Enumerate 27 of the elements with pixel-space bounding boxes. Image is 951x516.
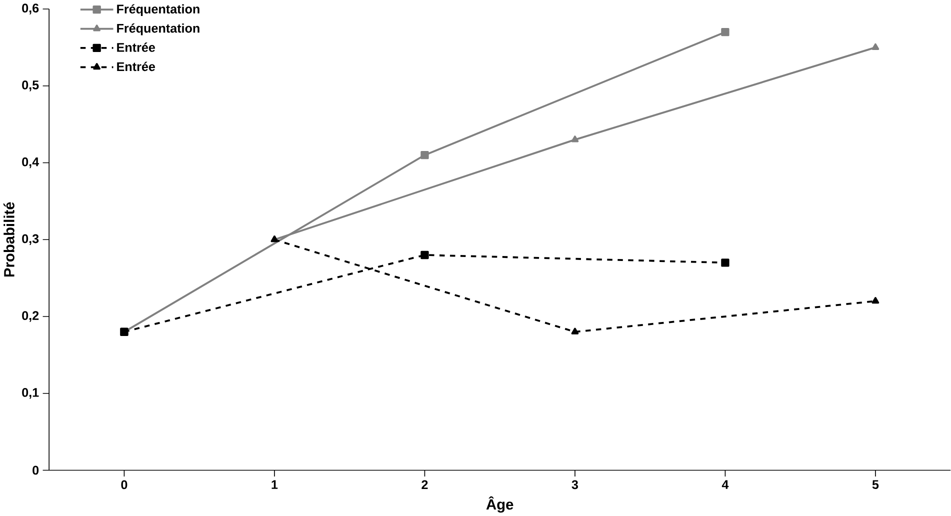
y-tick-label: 0,4	[22, 157, 40, 168]
x-tick-label: 0	[121, 480, 128, 490]
point	[420, 250, 429, 260]
x-tick-label: 3	[572, 480, 578, 490]
y-tick-label: 0,3	[22, 234, 39, 245]
point	[872, 296, 880, 304]
x-tick-label: 2	[422, 480, 428, 489]
legend-label: Fréquentation	[117, 4, 200, 16]
legend-label: Fréquentation	[117, 23, 200, 36]
x-tick-label: 5	[872, 480, 879, 489]
point	[571, 328, 579, 334]
x-axis-title: Âge	[486, 496, 514, 513]
y-tick-label: 0,2	[22, 311, 39, 322]
point	[571, 136, 579, 142]
point	[872, 43, 880, 50]
legend-label: Entrée	[117, 62, 155, 72]
point	[420, 150, 429, 160]
x-tick-label: 1	[272, 480, 278, 489]
y-tick-label: 0,1	[22, 388, 39, 399]
x-tick-label: 4	[722, 480, 729, 489]
point	[721, 28, 730, 36]
y-tick-label: 0,5	[22, 80, 39, 92]
y-axis-title: Probabilité	[3, 202, 14, 277]
point	[721, 258, 730, 267]
legend-label: Entrée	[117, 42, 155, 52]
y-tick-label: 0	[32, 466, 39, 475]
y-tick-label: 0,6	[22, 4, 39, 14]
